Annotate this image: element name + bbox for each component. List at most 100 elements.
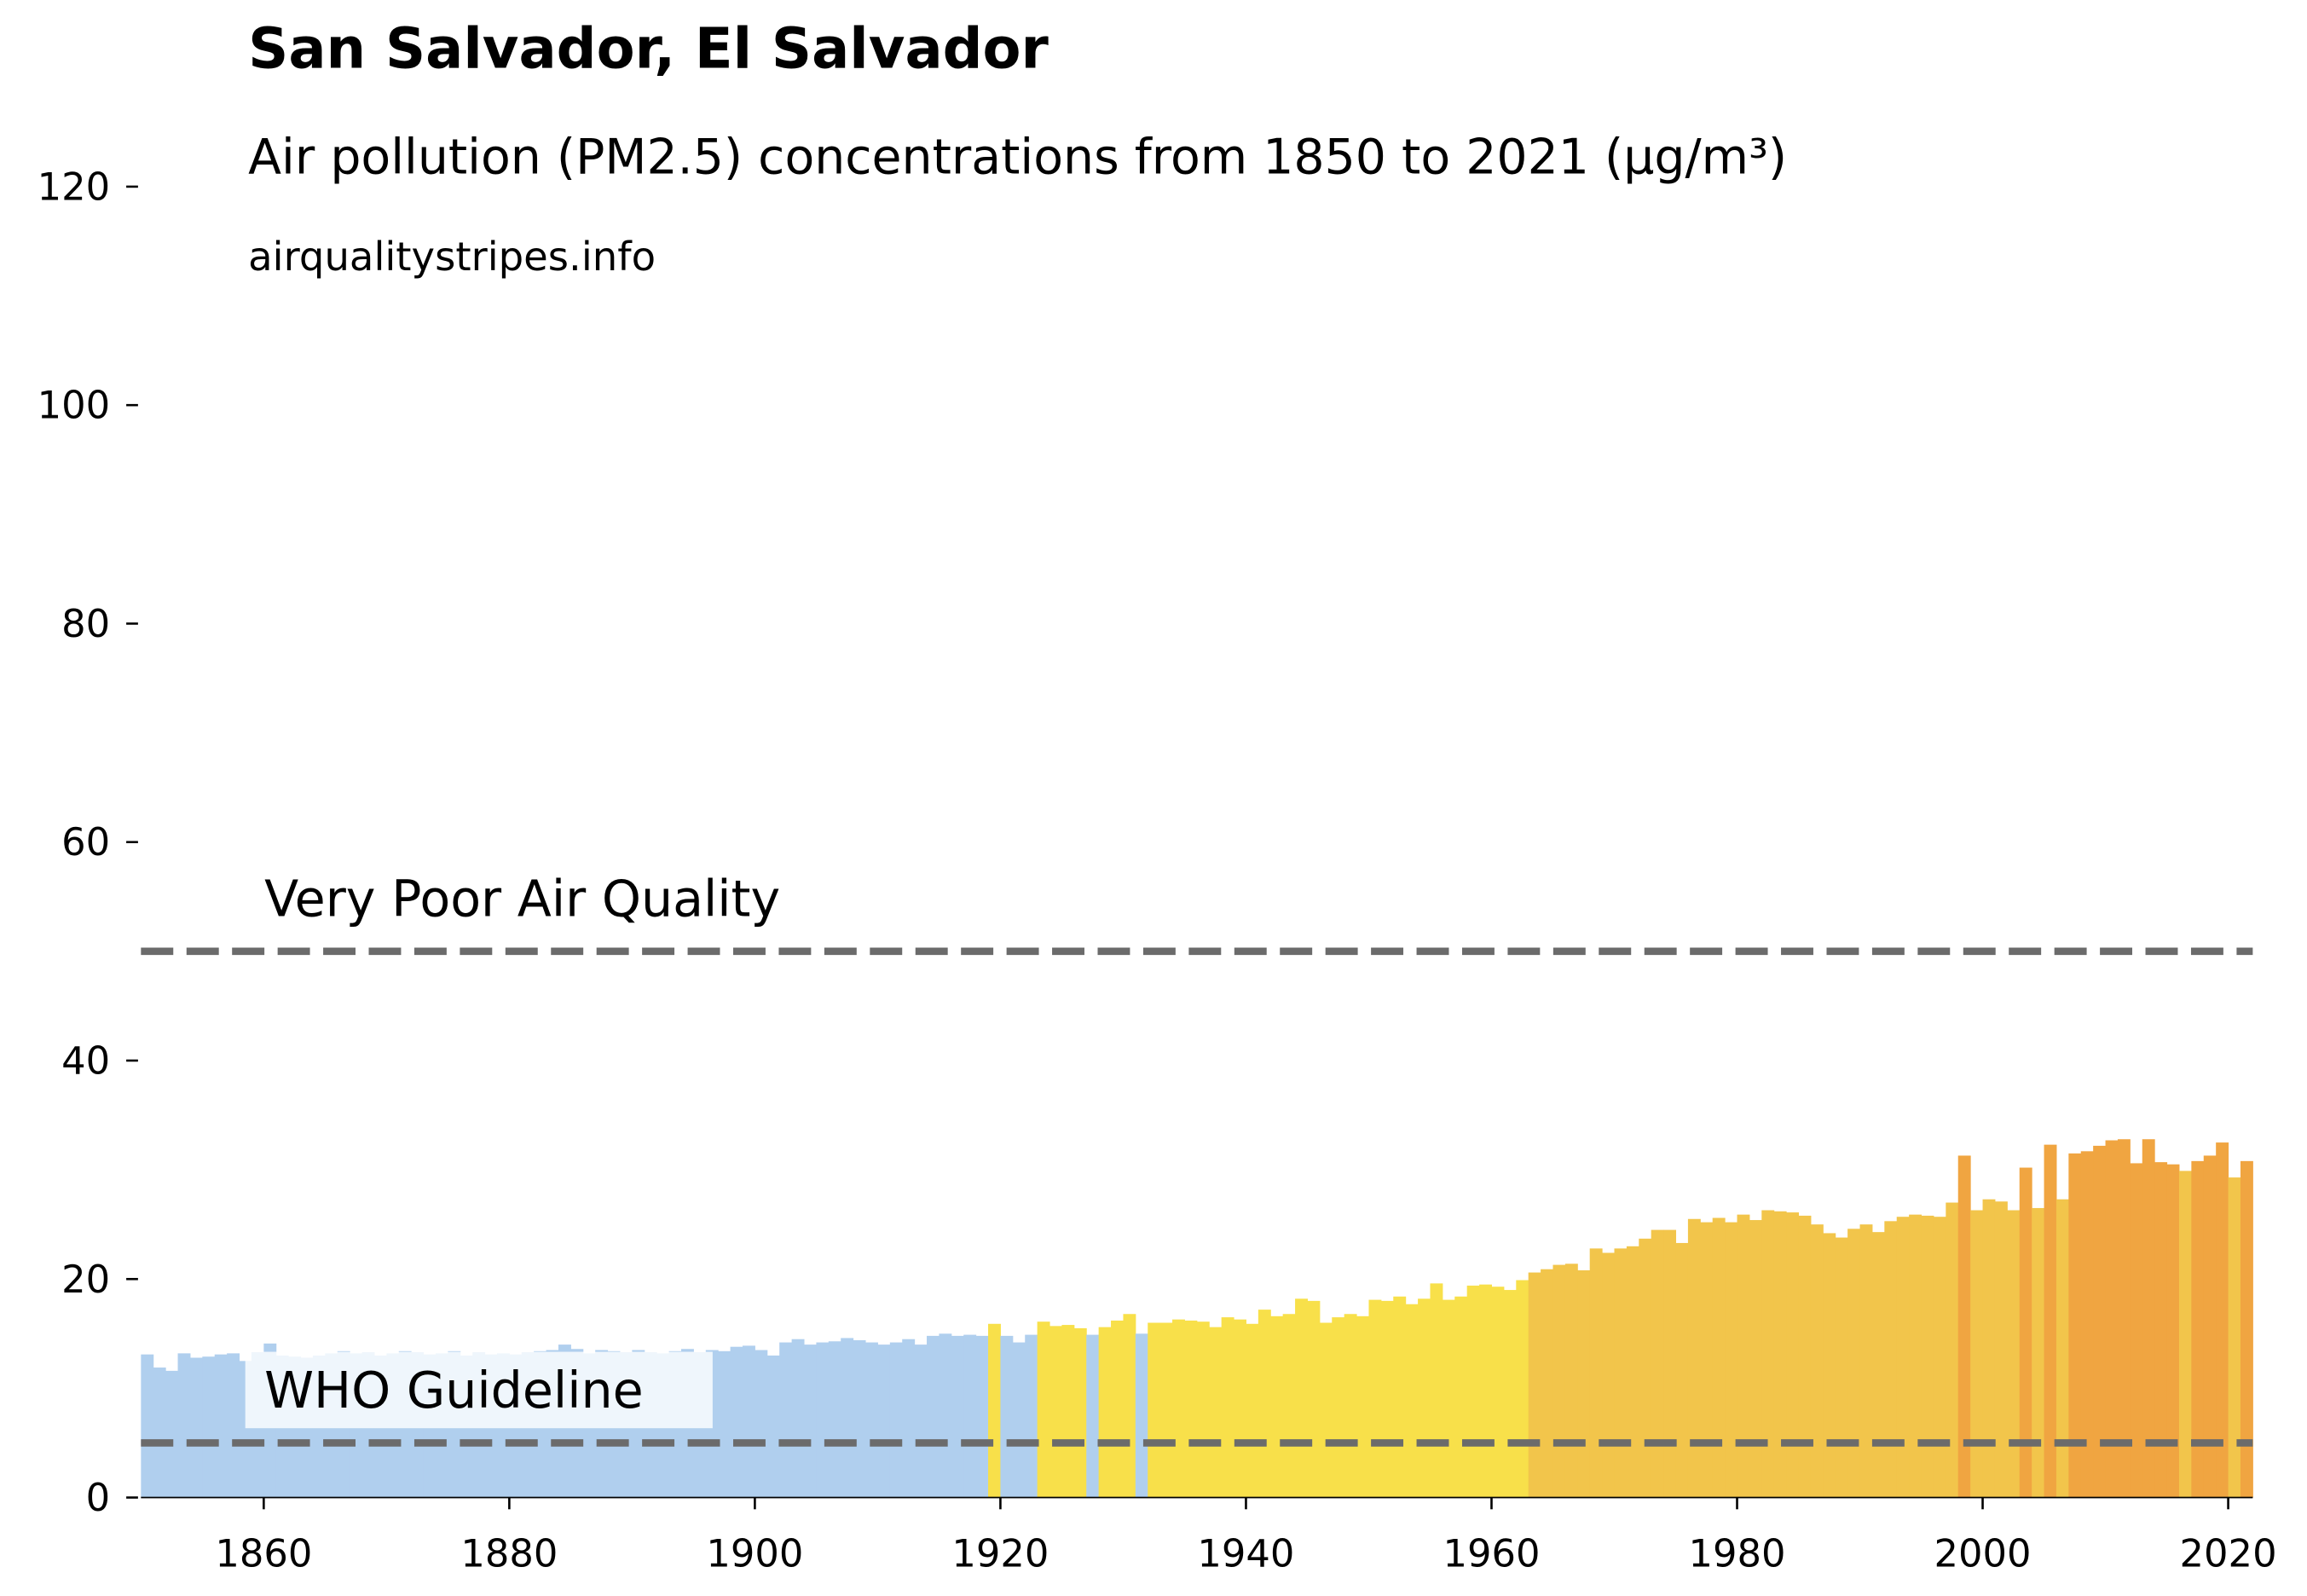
y-tick-label: 40 (61, 1038, 110, 1083)
bar (963, 1334, 977, 1498)
bar (1246, 1323, 1259, 1498)
bar (1098, 1327, 1112, 1498)
y-tick-label: 80 (61, 601, 110, 646)
bar (2203, 1155, 2217, 1498)
bar (1049, 1326, 1062, 1498)
bar (1589, 1248, 1603, 1498)
bar (1123, 1314, 1136, 1498)
bar (1884, 1221, 1898, 1498)
bar (1135, 1333, 1148, 1498)
bar (1282, 1314, 1296, 1498)
bar (1332, 1317, 1345, 1498)
bar (1552, 1264, 1566, 1498)
bar (1749, 1220, 1762, 1498)
bar (1196, 1321, 1210, 1498)
x-tick-label: 1880 (460, 1531, 558, 1576)
bar (2166, 1164, 2180, 1498)
bar (2032, 1207, 2045, 1498)
bar (1344, 1314, 1357, 1498)
bar (2019, 1167, 2032, 1498)
bar (1516, 1280, 1529, 1498)
bar (1859, 1224, 1873, 1498)
bar (755, 1350, 768, 1498)
bar (927, 1335, 940, 1498)
bar (1393, 1296, 1407, 1498)
bar (2105, 1140, 2119, 1498)
bar (189, 1357, 203, 1498)
bar (1270, 1316, 1284, 1498)
bar (2117, 1139, 2131, 1498)
bar (1823, 1233, 1836, 1498)
bar (1418, 1298, 1431, 1498)
reference-label: Very Poor Air Quality (264, 870, 780, 928)
bar (1234, 1319, 1246, 1498)
bar (1000, 1335, 1014, 1498)
bar (2154, 1162, 2168, 1498)
bar (1810, 1224, 1824, 1498)
bar (141, 1354, 154, 1498)
bar (1061, 1325, 1075, 1498)
bar (889, 1342, 903, 1498)
bar (1086, 1334, 1100, 1498)
bar (2228, 1177, 2241, 1498)
bar (1946, 1202, 1959, 1498)
bar (877, 1344, 891, 1498)
bar (865, 1342, 878, 1498)
bar (1675, 1242, 1689, 1498)
bar (2216, 1142, 2229, 1498)
bar (1221, 1317, 1234, 1498)
bar (902, 1339, 916, 1498)
bar (2178, 1171, 2192, 1498)
bar (1602, 1252, 1616, 1498)
bar (2142, 1139, 2155, 1498)
bar (1209, 1327, 1223, 1498)
x-tick-label: 2000 (1934, 1531, 2032, 1576)
bar (2044, 1144, 2057, 1498)
bar (841, 1338, 854, 1498)
bar (1454, 1296, 1468, 1498)
bar (804, 1344, 817, 1498)
bar (1651, 1229, 1664, 1498)
bar (791, 1339, 805, 1498)
bar (1663, 1229, 1677, 1498)
bar (1737, 1214, 1750, 1498)
source: airqualitystripes.info (248, 234, 656, 280)
bar (2068, 1153, 2082, 1498)
bar (1541, 1269, 1554, 1498)
bar (1172, 1319, 1185, 1498)
bar (1909, 1214, 1922, 1498)
bar (1430, 1283, 1443, 1498)
bar (1725, 1222, 1738, 1498)
bar (214, 1354, 228, 1498)
bar (1528, 1272, 1541, 1498)
label-background (245, 1351, 713, 1429)
bar (1896, 1217, 1910, 1498)
bar (227, 1353, 240, 1498)
bar (1356, 1316, 1369, 1498)
x-tick-label: 1980 (1689, 1531, 1786, 1576)
bar (1380, 1300, 1394, 1498)
bar (2130, 1163, 2143, 1498)
bar (1712, 1217, 1726, 1498)
bar (1442, 1299, 1455, 1498)
x-tick-label: 1940 (1197, 1531, 1294, 1576)
x-tick-label: 1860 (215, 1531, 312, 1576)
bar (1111, 1320, 1124, 1498)
bar (1479, 1284, 1493, 1498)
bar (988, 1323, 1001, 1498)
y-tick-label: 100 (38, 383, 111, 428)
bar (718, 1350, 731, 1498)
bar (975, 1335, 989, 1498)
bar (1700, 1222, 1714, 1498)
bar (2080, 1151, 2094, 1498)
y-tick-label: 0 (86, 1475, 111, 1520)
y-tick-label: 120 (38, 164, 111, 209)
bar (1037, 1321, 1050, 1498)
x-tick-label: 1960 (1443, 1531, 1540, 1576)
bar (1614, 1248, 1628, 1498)
bar (742, 1345, 755, 1498)
bar (1466, 1285, 1480, 1498)
bar (2055, 1199, 2069, 1498)
bar (1368, 1299, 1382, 1498)
bar (828, 1341, 841, 1498)
